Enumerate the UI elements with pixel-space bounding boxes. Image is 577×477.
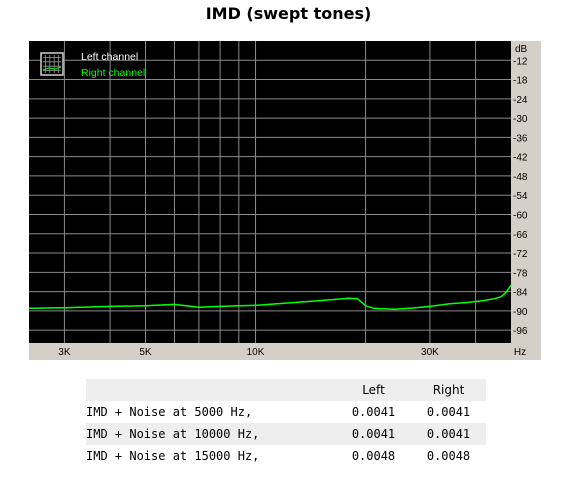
row-label: IMD + Noise at 10000 Hz, [86, 423, 336, 445]
row-left-value: 0.0048 [336, 445, 411, 467]
table-row: IMD + Noise at 5000 Hz, 0.0041 0.0041 [86, 401, 486, 423]
x-axis-unit-label: Hz [514, 347, 526, 358]
x-tick-label: 10K [247, 347, 265, 358]
x-tick-label: 3K [58, 347, 71, 358]
y-tick-label: -12 [513, 56, 528, 67]
row-left-value: 0.0041 [336, 423, 411, 445]
y-tick-label: -84 [513, 288, 528, 299]
y-axis-unit-label: dB [515, 44, 528, 55]
x-tick-label: 30K [421, 347, 439, 358]
y-tick-label: -72 [513, 249, 528, 260]
plot-background [29, 41, 511, 343]
legend-entry-left-channel: Left channel [81, 51, 138, 63]
y-tick-label: -54 [513, 191, 528, 202]
y-tick-label: -90 [513, 307, 528, 318]
y-tick-label: -18 [513, 76, 528, 87]
y-tick-label: -30 [513, 114, 528, 125]
y-tick-label: -66 [513, 230, 528, 241]
row-label: IMD + Noise at 5000 Hz, [86, 401, 336, 423]
legend-graph-icon [40, 52, 64, 76]
y-tick-label: -24 [513, 95, 528, 106]
legend-entry-right-channel: Right channel [81, 67, 145, 79]
series-line-right-channel [29, 284, 512, 311]
row-label: IMD + Noise at 15000 Hz, [86, 445, 336, 467]
chart-title: IMD (swept tones) [205, 4, 372, 23]
y-tick-label: -36 [513, 133, 528, 144]
y-tick-label: -78 [513, 268, 528, 279]
y-tick-label: -60 [513, 210, 528, 221]
results-table: Left Right IMD + Noise at 5000 Hz, 0.004… [86, 379, 486, 467]
row-right-value: 0.0041 [411, 401, 486, 423]
table-row: IMD + Noise at 15000 Hz, 0.0048 0.0048 [86, 445, 486, 467]
table-row: IMD + Noise at 10000 Hz, 0.0041 0.0041 [86, 423, 486, 445]
chart-frame: -12 -18 -24 -30 -36 -42 -48 -54 -60 -66 -72 -78 -84 -… [29, 41, 541, 360]
table-header-right: Right [411, 379, 486, 401]
row-right-value: 0.0041 [411, 423, 486, 445]
imd-chart: -12 -18 -24 -30 -36 -42 -48 -54 -60 -66 -72 -78 -84 -… [29, 41, 528, 358]
table-header-blank [86, 379, 336, 401]
legend-icon-trace [42, 66, 62, 71]
y-tick-label: -96 [513, 326, 528, 337]
table-header-left: Left [336, 379, 411, 401]
y-tick-label: -48 [513, 172, 528, 183]
row-left-value: 0.0041 [336, 401, 411, 423]
table-header-row: Left Right [86, 379, 486, 401]
x-tick-label: 5K [139, 347, 152, 358]
y-tick-label: -42 [513, 153, 528, 164]
row-right-value: 0.0048 [411, 445, 486, 467]
